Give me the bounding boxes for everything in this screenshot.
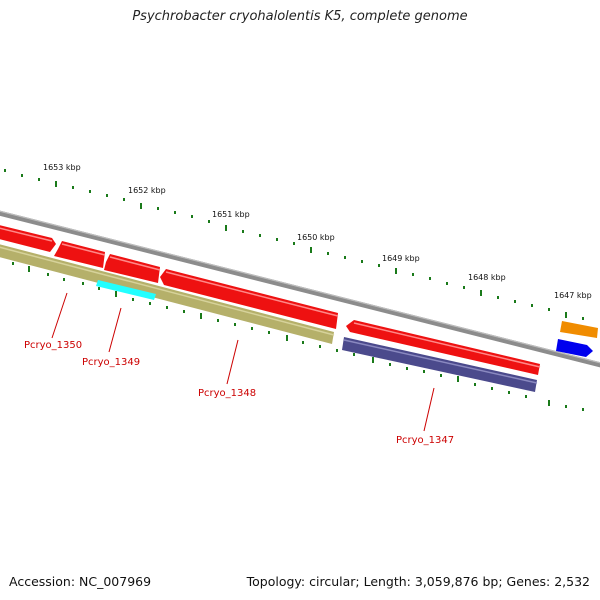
map-title: Psychrobacter cryohalolentis K5, complet… [132, 9, 468, 24]
tick-label-1653: 1653 kbp [43, 163, 81, 172]
gene-bar-olive[interactable] [0, 243, 334, 344]
gene-label-pcryo-1350[interactable]: Pcryo_1350 [24, 340, 82, 351]
gene-bar-cyan[interactable] [96, 280, 156, 300]
cds-arrow-3[interactable] [104, 254, 160, 283]
genome-summary-text: Topology: circular; Length: 3,059,876 bp… [246, 574, 590, 589]
tick-label-1652: 1652 kbp [128, 186, 166, 195]
tick-label-1647: 1647 kbp [554, 291, 592, 300]
cds-arrow-4[interactable] [160, 269, 338, 329]
gene-label-pcryo-1347[interactable]: Pcryo_1347 [396, 435, 454, 446]
cds-arrow-2[interactable] [54, 241, 105, 268]
cds-arrow-5[interactable] [346, 320, 540, 375]
gene-arrow-orange[interactable] [560, 321, 598, 338]
tick-label-1650: 1650 kbp [297, 233, 335, 242]
genome-backbone [0, 210, 600, 368]
tick-label-1649: 1649 kbp [382, 254, 420, 263]
tick-label-1651: 1651 kbp [212, 210, 250, 219]
gene-track [0, 243, 598, 392]
inner-scale-ring [12, 262, 584, 411]
gene-label-pcryo-1348[interactable]: Pcryo_1348 [198, 388, 256, 399]
gene-label-pcryo-1349[interactable]: Pcryo_1349 [82, 357, 140, 368]
accession-text: Accession: NC_007969 [9, 574, 152, 589]
tick-label-1648: 1648 kbp [468, 273, 506, 282]
outer-scale-ring [4, 169, 584, 320]
cds-track [0, 225, 541, 375]
label-leaders [51, 292, 435, 432]
gene-arrow-blue[interactable] [556, 339, 593, 357]
